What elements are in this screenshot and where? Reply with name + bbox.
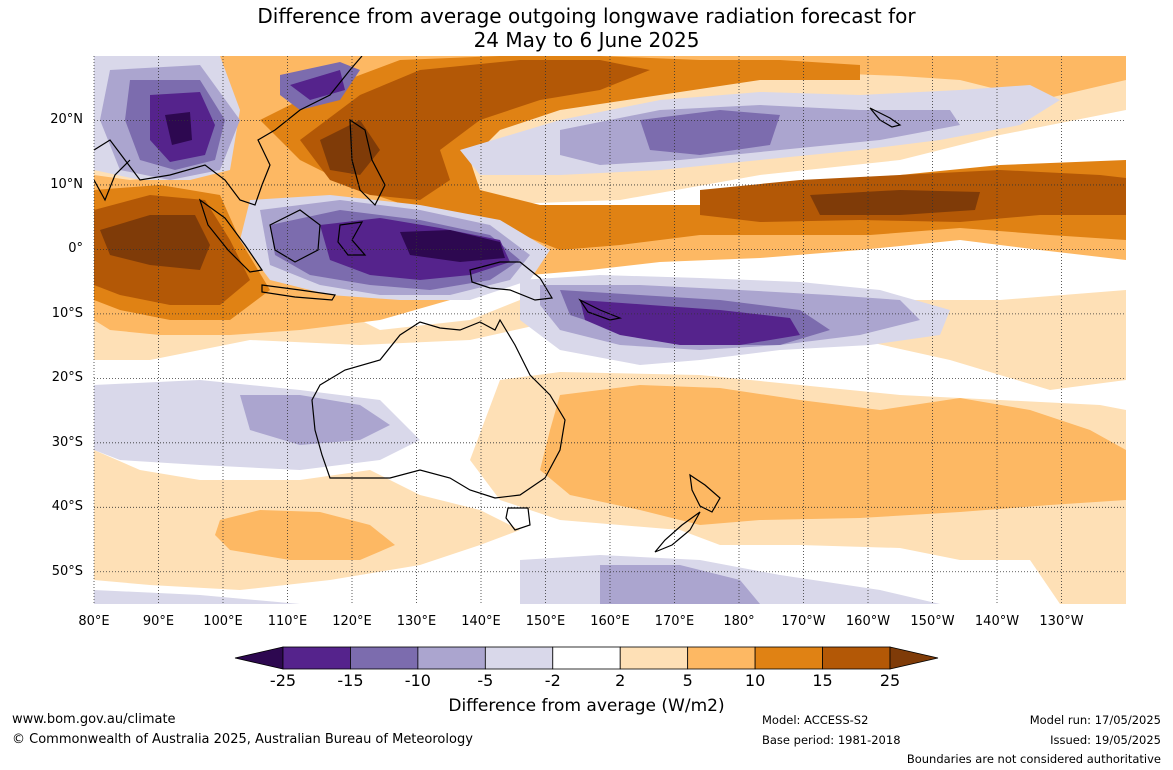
latitude-label: 20°N	[50, 112, 83, 128]
longitude-label: 130°W	[1039, 614, 1084, 629]
colorbar-extend-high	[889, 646, 939, 670]
colorbar-segment	[822, 646, 891, 670]
anomaly-region	[94, 590, 300, 604]
hawaii-outline	[869, 107, 902, 128]
latitude-label: 10°N	[50, 176, 83, 192]
colorbar-tick-label: 15	[812, 671, 833, 690]
longitude-label: 100°E	[203, 614, 243, 629]
sumatra-outline	[198, 198, 264, 273]
colorbar-segment	[687, 646, 756, 670]
longitude-label: 120°E	[332, 614, 372, 629]
longitude-label: 180°	[723, 614, 755, 629]
latitude-label: 10°S	[51, 305, 83, 321]
colorbar-extend-low	[234, 646, 284, 670]
model-run-date: Model run: 17/05/2025	[1029, 713, 1161, 727]
longitude-label: 130°E	[396, 614, 437, 629]
copyright-notice: © Commonwealth of Australia 2025, Austra…	[12, 732, 473, 747]
colorbar	[234, 646, 939, 670]
colorbar-tick-label: 10	[744, 671, 766, 690]
colorbar-segment	[417, 646, 486, 670]
longitude-label: 170°W	[781, 614, 826, 629]
coastlines	[94, 56, 902, 553]
longitude-label: 80°E	[78, 614, 110, 629]
latitude-label: 50°S	[51, 563, 83, 579]
longitude-label: 110°E	[267, 614, 308, 629]
borneo-outline	[269, 209, 321, 263]
longitude-label: 170°E	[654, 614, 695, 629]
website-url[interactable]: www.bom.gov.au/climate	[12, 712, 176, 727]
base-period: Base period: 1981-2018	[762, 733, 901, 747]
anomaly-region	[580, 300, 800, 345]
anomaly-map	[93, 56, 1126, 670]
colorbar-segment	[282, 646, 351, 670]
new-zealand-outline	[654, 473, 721, 553]
colorbar-tick-label: 25	[879, 671, 901, 690]
colorbar-tick-label: -25	[269, 671, 297, 690]
graticule	[93, 56, 1126, 604]
colorbar-segment	[754, 646, 823, 670]
longitude-label: 140°E	[461, 614, 501, 629]
anomaly-region	[240, 395, 390, 445]
sulawesi-outline	[337, 221, 367, 256]
anomaly-region	[400, 230, 505, 262]
colorbar-tick-label: 2	[615, 671, 626, 690]
boundaries-disclaimer: Boundaries are not considered authoritat…	[906, 752, 1161, 766]
tasmania-outline	[505, 507, 531, 531]
longitude-label: 160°W	[845, 614, 891, 629]
colorbar-label: Difference from average (W/m2)	[448, 696, 725, 716]
anomaly-region	[640, 110, 780, 155]
latitude-label: 0°	[68, 241, 83, 257]
map-title: Difference from average outgoing longwav…	[0, 4, 1173, 52]
anomaly-region	[300, 60, 650, 200]
india-outline	[94, 159, 131, 202]
colorbar-segment	[484, 646, 554, 670]
colorbar-tick-label: -2	[544, 671, 561, 690]
anomaly-region	[320, 120, 380, 175]
anomaly-region	[100, 215, 210, 270]
issued-date: Issued: 19/05/2025	[1050, 733, 1161, 747]
title-line-2: 24 May to 6 June 2025	[473, 28, 700, 52]
mainland-asia-outline	[94, 56, 363, 206]
philippines-outline	[349, 118, 386, 207]
anomaly-region	[165, 112, 192, 145]
longitude-label: 150°E	[525, 614, 566, 629]
colorbar-tick-label: 5	[682, 671, 693, 690]
latitude-label: 30°S	[51, 434, 83, 450]
colorbar-tick-label: -5	[477, 671, 494, 690]
anomaly-region	[215, 510, 395, 560]
australia-outline	[311, 318, 566, 499]
longitude-label: 140°W	[974, 614, 1020, 629]
anomaly-region	[600, 565, 760, 604]
colorbar-segment	[350, 646, 419, 670]
latitude-label: 40°S	[51, 499, 83, 515]
longitude-label: 150°W	[910, 614, 955, 629]
longitude-label: 160°E	[590, 614, 630, 629]
colorbar-segment	[619, 646, 689, 670]
title-line-1: Difference from average outgoing longwav…	[257, 4, 916, 28]
anomaly-region	[810, 190, 980, 215]
java-outline	[261, 284, 336, 301]
anomaly-region	[540, 385, 1126, 525]
colorbar-tick-label: -15	[337, 671, 364, 690]
longitude-label: 90°E	[142, 614, 175, 629]
colorbar-tick-label: -10	[404, 671, 431, 690]
colorbar-segment	[552, 646, 621, 670]
solomon-islands-outline	[578, 298, 623, 321]
latitude-label: 20°S	[51, 370, 83, 386]
model-name: Model: ACCESS-S2	[762, 713, 869, 727]
